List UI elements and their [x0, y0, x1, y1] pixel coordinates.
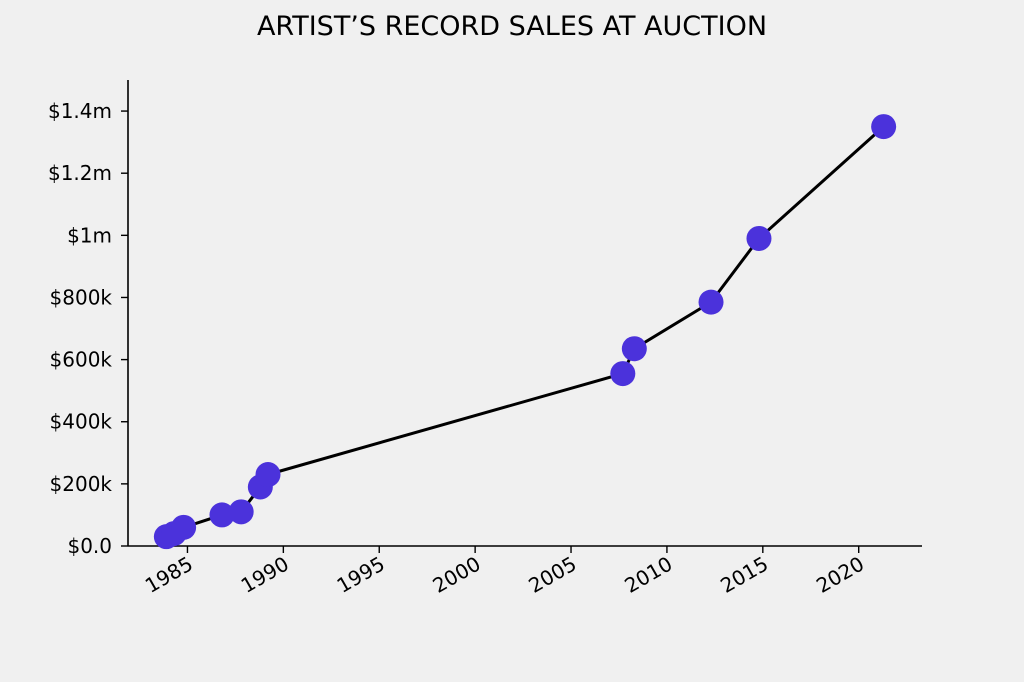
data-point	[255, 462, 281, 488]
x-tick-label: 1990	[237, 552, 293, 598]
data-point	[698, 289, 724, 315]
data-point	[746, 225, 772, 251]
x-tick-label: 1995	[333, 552, 389, 598]
plot-area	[153, 114, 897, 550]
y-tick-label: $0.0	[67, 534, 112, 558]
data-point	[171, 514, 197, 540]
y-tick-label: $800k	[50, 285, 113, 309]
chart-title: ARTIST’S RECORD SALES AT AUCTION	[257, 11, 767, 42]
x-tick-label: 2005	[524, 552, 580, 598]
x-tick-label: 2015	[716, 552, 772, 598]
y-tick-label: $400k	[50, 410, 113, 434]
data-point	[610, 361, 636, 387]
data-point	[871, 114, 897, 140]
y-tick-label: $600k	[50, 348, 113, 372]
data-point	[228, 499, 254, 525]
y-tick-label: $1.4m	[48, 99, 112, 123]
y-tick-label: $1.2m	[48, 161, 112, 185]
y-tick-label: $200k	[50, 472, 113, 496]
x-tick-label: 2010	[620, 552, 676, 598]
data-point	[209, 502, 235, 528]
x-tick-label: 2000	[429, 552, 485, 598]
data-point	[621, 336, 647, 362]
x-tick-label: 2020	[812, 552, 868, 598]
y-tick-label: $1m	[67, 223, 112, 247]
x-tick-label: 1985	[141, 552, 197, 598]
